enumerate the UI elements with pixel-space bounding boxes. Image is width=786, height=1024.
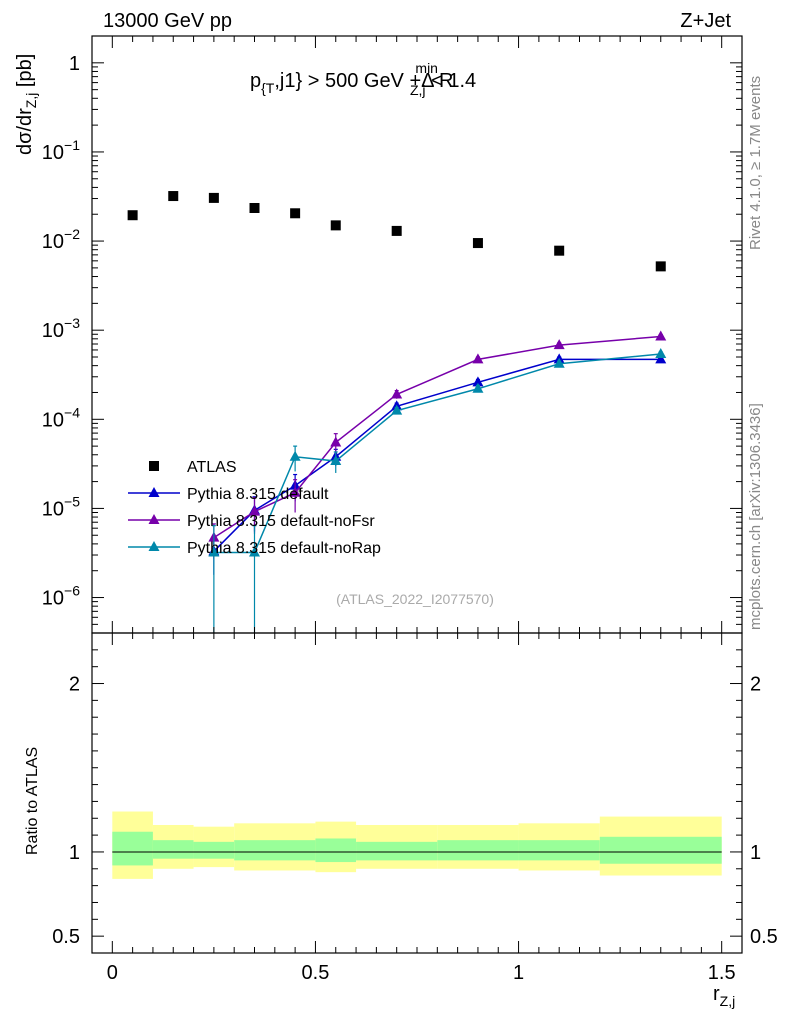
data-point xyxy=(290,208,301,219)
ratio-y-tick-label-left: 2 xyxy=(69,674,80,696)
ratio-inner-band-8 xyxy=(599,836,722,864)
data-point xyxy=(330,436,342,447)
data-point xyxy=(330,220,341,231)
legend-marker xyxy=(148,487,160,497)
ratio-bands xyxy=(112,811,722,879)
data-point xyxy=(472,376,484,387)
data-point xyxy=(655,348,667,359)
cut-r-sub: Z,j xyxy=(410,82,426,98)
cut-p-sub: {T xyxy=(261,80,275,96)
mcplots-label: mcplots.cern.ch [arXiv:1306.3436] xyxy=(747,403,764,630)
rivet-version-label: Rivet 4.1.0, ≥ 1.7M events xyxy=(747,76,764,250)
x-tick-label: 0.5 xyxy=(302,962,330,984)
data-point xyxy=(655,353,667,364)
data-point xyxy=(249,202,260,213)
data-point xyxy=(472,353,484,364)
x-tick-label: 1 xyxy=(513,962,524,984)
series-line-2 xyxy=(213,335,661,539)
legend-label: Pythia 8.315 default-noFsr xyxy=(187,513,375,530)
series-line-3 xyxy=(213,353,661,554)
y-tick-label: 10−2 xyxy=(42,226,80,253)
cut-mid: ,j1} > 500 GeV +Δ R xyxy=(274,70,453,92)
data-point xyxy=(208,192,219,203)
x-tick-label: 1.5 xyxy=(708,962,736,984)
ratio-y-tick-label-left: 1 xyxy=(69,842,80,864)
x-axis-label: rZ,j xyxy=(713,983,735,1009)
ratio-inner-band-2 xyxy=(193,841,235,859)
main-y-axis-label: dσ/drZ,j [pb] xyxy=(14,54,39,155)
ratio-inner-band-1 xyxy=(152,840,194,859)
legend-marker xyxy=(148,541,160,551)
header-process-label: Z+Jet xyxy=(680,10,731,32)
y-tick-label: 10−3 xyxy=(42,315,80,342)
legend-label: Pythia 8.315 default-noRap xyxy=(187,540,381,557)
cut-end: < 1.4 xyxy=(426,70,477,92)
header-energy-label: 13000 GeV pp xyxy=(103,10,232,32)
ratio-inner-band-4 xyxy=(315,838,357,863)
legend-marker xyxy=(149,461,159,471)
data-point xyxy=(208,546,220,557)
ratio-inner-band-0 xyxy=(112,831,153,866)
cut-p: p xyxy=(250,70,261,92)
data-point xyxy=(168,191,179,202)
data-point xyxy=(289,450,301,461)
y-tick-label: 10−6 xyxy=(42,583,80,610)
axes: 0 0.5 1 1.5 1 10−1 10−2 10−3 10−4 10−5 10−6 0.5 0.5 1… xyxy=(42,35,778,984)
ratio-inner-band-3 xyxy=(234,840,316,861)
series-3 xyxy=(208,348,667,633)
x-tick-label: 0 xyxy=(107,962,118,984)
legend-label: Pythia 8.315 default xyxy=(187,486,329,503)
data-point xyxy=(391,225,402,236)
data-point xyxy=(655,330,667,341)
ratio-y-axis-label: Ratio to ATLAS xyxy=(24,747,41,855)
main-y-label-suffix: [pb] xyxy=(14,54,36,93)
data-point xyxy=(249,546,260,557)
y-tick-label: 10−4 xyxy=(42,404,80,431)
x-label-main: r xyxy=(713,983,720,1005)
series-line-1 xyxy=(213,358,661,552)
data-point xyxy=(289,486,301,497)
y-tick-label: 1 xyxy=(69,53,80,75)
data-point xyxy=(391,388,403,399)
data-point xyxy=(553,339,565,350)
ratio-inner-band-7 xyxy=(518,840,600,861)
legend-marker xyxy=(148,514,160,524)
ratio-y-tick-label-right: 0.5 xyxy=(750,926,778,948)
ratio-inner-band-5 xyxy=(356,841,438,861)
data-point xyxy=(554,245,565,256)
series-0 xyxy=(127,191,666,272)
analysis-watermark: (ATLAS_2022_I2077570) xyxy=(336,591,494,607)
main-y-label-sub: Z,j xyxy=(23,93,39,109)
ratio-inner-band-6 xyxy=(437,840,519,861)
legend: ATLAS Pythia 8.315 default Pythia 8.315 de… xyxy=(128,459,381,557)
legend-entry-3: Pythia 8.315 default-noRap xyxy=(128,540,381,557)
y-tick-label: 10−5 xyxy=(42,493,80,520)
y-tick-label: 10−1 xyxy=(42,137,80,164)
data-point xyxy=(249,505,260,516)
legend-entry-0: ATLAS xyxy=(149,459,237,476)
ratio-frame xyxy=(91,632,743,954)
data-point xyxy=(330,455,342,466)
data-point xyxy=(472,238,483,249)
data-point xyxy=(127,210,138,221)
ratio-y-tick-label-right: 2 xyxy=(750,674,761,696)
ratio-y-tick-label-left: 0.5 xyxy=(52,926,80,948)
data-point xyxy=(553,357,565,368)
data-point xyxy=(391,404,403,415)
main-y-label-prefix: dσ/dr xyxy=(14,108,36,155)
data-point xyxy=(655,261,666,272)
legend-label: ATLAS xyxy=(187,459,237,476)
legend-entry-2: Pythia 8.315 default-noFsr xyxy=(128,513,375,530)
x-label-sub: Z,j xyxy=(720,993,736,1009)
legend-entry-1: Pythia 8.315 default xyxy=(128,486,329,503)
cut-selection-label: p{T,j1} > 500 GeV +Δ Rmin Z,j < 1.4 xyxy=(250,60,476,98)
ratio-y-tick-label-right: 1 xyxy=(750,842,761,864)
cut-r-sup: min xyxy=(415,60,438,76)
main-series xyxy=(127,191,667,633)
data-point xyxy=(472,382,484,393)
